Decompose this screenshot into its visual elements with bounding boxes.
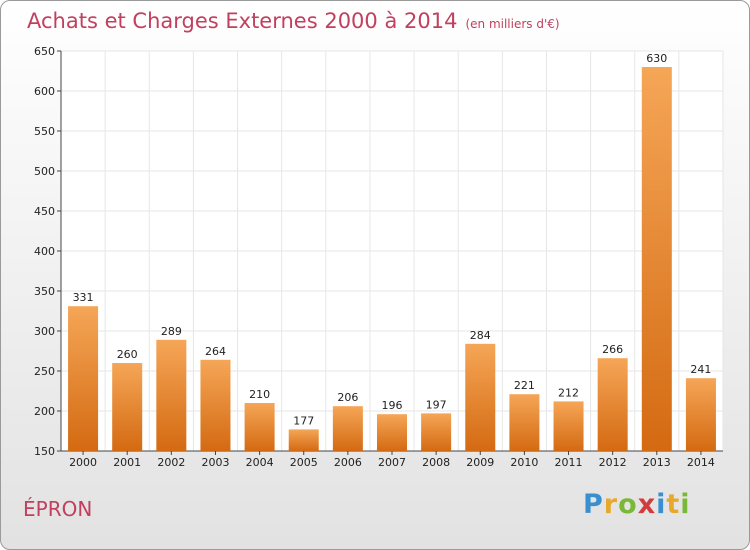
commune-name: ÉPRON: [23, 497, 93, 521]
chart-subtitle: (en milliers d'€): [465, 17, 560, 31]
proxiti-logo: Proxiti: [583, 489, 691, 520]
bar-2004: [244, 403, 275, 451]
value-label-2005: 177: [293, 414, 314, 427]
y-tick-label: 600: [34, 85, 55, 98]
x-tick-label-2000: 2000: [69, 456, 97, 469]
x-tick-label-2002: 2002: [157, 456, 185, 469]
bar-2007: [376, 414, 408, 451]
bar-2008: [421, 413, 452, 451]
value-label-2000: 331: [73, 291, 94, 304]
y-tick-label: 150: [34, 445, 55, 458]
value-label-2008: 197: [426, 398, 447, 411]
x-tick-label-2012: 2012: [599, 456, 627, 469]
x-tick-label-2013: 2013: [643, 456, 671, 469]
x-tick-label-2014: 2014: [687, 456, 715, 469]
x-tick-label-2009: 2009: [466, 456, 494, 469]
bar-2010: [509, 394, 540, 451]
logo-letter: P: [583, 489, 604, 520]
y-tick-label: 250: [34, 365, 55, 378]
bar-2005: [288, 429, 319, 451]
x-tick-label-2004: 2004: [246, 456, 274, 469]
x-tick-label-2005: 2005: [290, 456, 318, 469]
value-label-2003: 264: [205, 345, 226, 358]
y-tick-label: 550: [34, 125, 55, 138]
bar-2006: [332, 406, 363, 451]
value-label-2006: 206: [337, 391, 358, 404]
bar-2001: [112, 363, 143, 451]
value-label-2014: 241: [690, 363, 711, 376]
bar-2003: [200, 359, 231, 451]
y-tick-label: 350: [34, 285, 55, 298]
bar-2002: [156, 339, 187, 451]
x-tick-label-2008: 2008: [422, 456, 450, 469]
logo-letter: i: [680, 489, 691, 520]
logo-letter: i: [656, 489, 667, 520]
logo-letter: t: [666, 489, 681, 520]
logo-letter: o: [618, 489, 638, 520]
bar-2012: [597, 358, 628, 451]
bar-2014: [685, 378, 716, 451]
value-label-2010: 221: [514, 379, 535, 392]
y-tick-label: 450: [34, 205, 55, 218]
bar-2000: [68, 306, 99, 451]
y-tick-label: 400: [34, 245, 55, 258]
value-label-2001: 260: [117, 348, 138, 361]
value-label-2002: 289: [161, 325, 182, 338]
value-label-2011: 212: [558, 386, 579, 399]
value-label-2004: 210: [249, 388, 270, 401]
x-tick-label-2010: 2010: [510, 456, 538, 469]
y-tick-label: 200: [34, 405, 55, 418]
bar-2011: [553, 401, 584, 451]
chart-title-text: Achats et Charges Externes 2000 à 2014: [27, 9, 458, 33]
value-label-2007: 196: [382, 399, 403, 412]
logo-letter: r: [603, 489, 619, 520]
value-label-2013: 630: [646, 52, 667, 65]
x-tick-label-2006: 2006: [334, 456, 362, 469]
x-tick-label-2003: 2003: [201, 456, 229, 469]
value-label-2012: 266: [602, 343, 623, 356]
value-label-2009: 284: [470, 329, 491, 342]
bar-2013: [641, 67, 672, 451]
bar-2009: [465, 343, 496, 451]
y-tick-label: 300: [34, 325, 55, 338]
logo-letter: x: [637, 489, 657, 520]
chart-title: Achats et Charges Externes 2000 à 2014 (e…: [27, 9, 560, 33]
x-tick-label-2011: 2011: [555, 456, 583, 469]
x-tick-label-2007: 2007: [378, 456, 406, 469]
y-tick-label: 500: [34, 165, 55, 178]
y-tick-label: 650: [34, 45, 55, 58]
x-tick-label-2001: 2001: [113, 456, 141, 469]
